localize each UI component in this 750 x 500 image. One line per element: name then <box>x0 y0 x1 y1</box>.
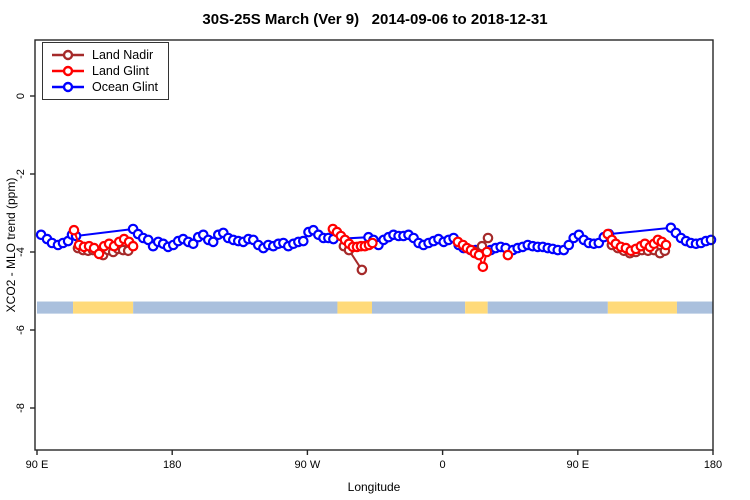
data-point <box>563 239 575 251</box>
legend-item-land-nadir: Land Nadir <box>51 47 158 63</box>
data-point <box>502 249 514 261</box>
data-point <box>207 236 219 248</box>
legend-label: Ocean Glint <box>92 80 159 94</box>
legend-label: Land Nadir <box>92 48 154 62</box>
x-tick-label: 90 E <box>26 459 49 471</box>
x-tick-label: 180 <box>163 459 181 471</box>
land-nadir-marker-icon <box>52 49 84 61</box>
data-point <box>705 234 717 246</box>
y-tick-label: -8 <box>15 403 27 413</box>
data-point <box>297 235 309 247</box>
data-point <box>127 240 139 252</box>
data-point <box>187 238 199 250</box>
data-point <box>477 261 489 273</box>
legend-item-ocean-glint: Ocean Glint <box>51 79 158 95</box>
x-tick-label: 180 <box>704 459 722 471</box>
y-tick-label: -2 <box>15 169 27 179</box>
data-point <box>481 246 493 258</box>
data-point <box>356 264 368 276</box>
surface-band-land-segment <box>607 301 677 314</box>
data-point <box>93 248 105 260</box>
x-tick-label: 90 E <box>566 459 589 471</box>
legend: Land Nadir Land Glint Ocean Glint <box>42 42 170 100</box>
surface-band-land-segment <box>73 301 134 314</box>
data-point <box>367 237 378 249</box>
data-point <box>660 239 672 251</box>
y-tick-label: 0 <box>15 93 27 99</box>
surface-band-ocean-segment <box>371 301 466 314</box>
y-tick-label: -4 <box>15 247 27 257</box>
legend-item-land-glint: Land Glint <box>51 63 158 79</box>
chart-title: 30S-25S March (Ver 9) 2014-09-06 to 2018… <box>202 11 548 28</box>
data-point <box>68 224 80 236</box>
surface-band-ocean-segment <box>133 301 338 314</box>
plot-border <box>34 39 714 451</box>
x-axis-label: Longitude <box>347 480 401 494</box>
y-axis-label: XCO2 - MLO trend (ppm) <box>4 177 18 313</box>
y-tick-label: -6 <box>15 325 27 335</box>
surface-band-ocean-segment <box>676 301 713 314</box>
x-tick-label: 0 <box>440 459 446 471</box>
x-tick-label: 90 W <box>295 459 321 471</box>
data-point <box>482 232 494 244</box>
surface-band-ocean-segment <box>37 301 74 314</box>
legend-label: Land Glint <box>92 64 149 78</box>
surface-band-land-segment <box>465 301 488 314</box>
land-glint-marker-icon <box>52 65 84 77</box>
surface-band-ocean-segment <box>487 301 608 314</box>
ocean-glint-marker-icon <box>52 81 84 93</box>
surface-band-land-segment <box>337 301 372 314</box>
